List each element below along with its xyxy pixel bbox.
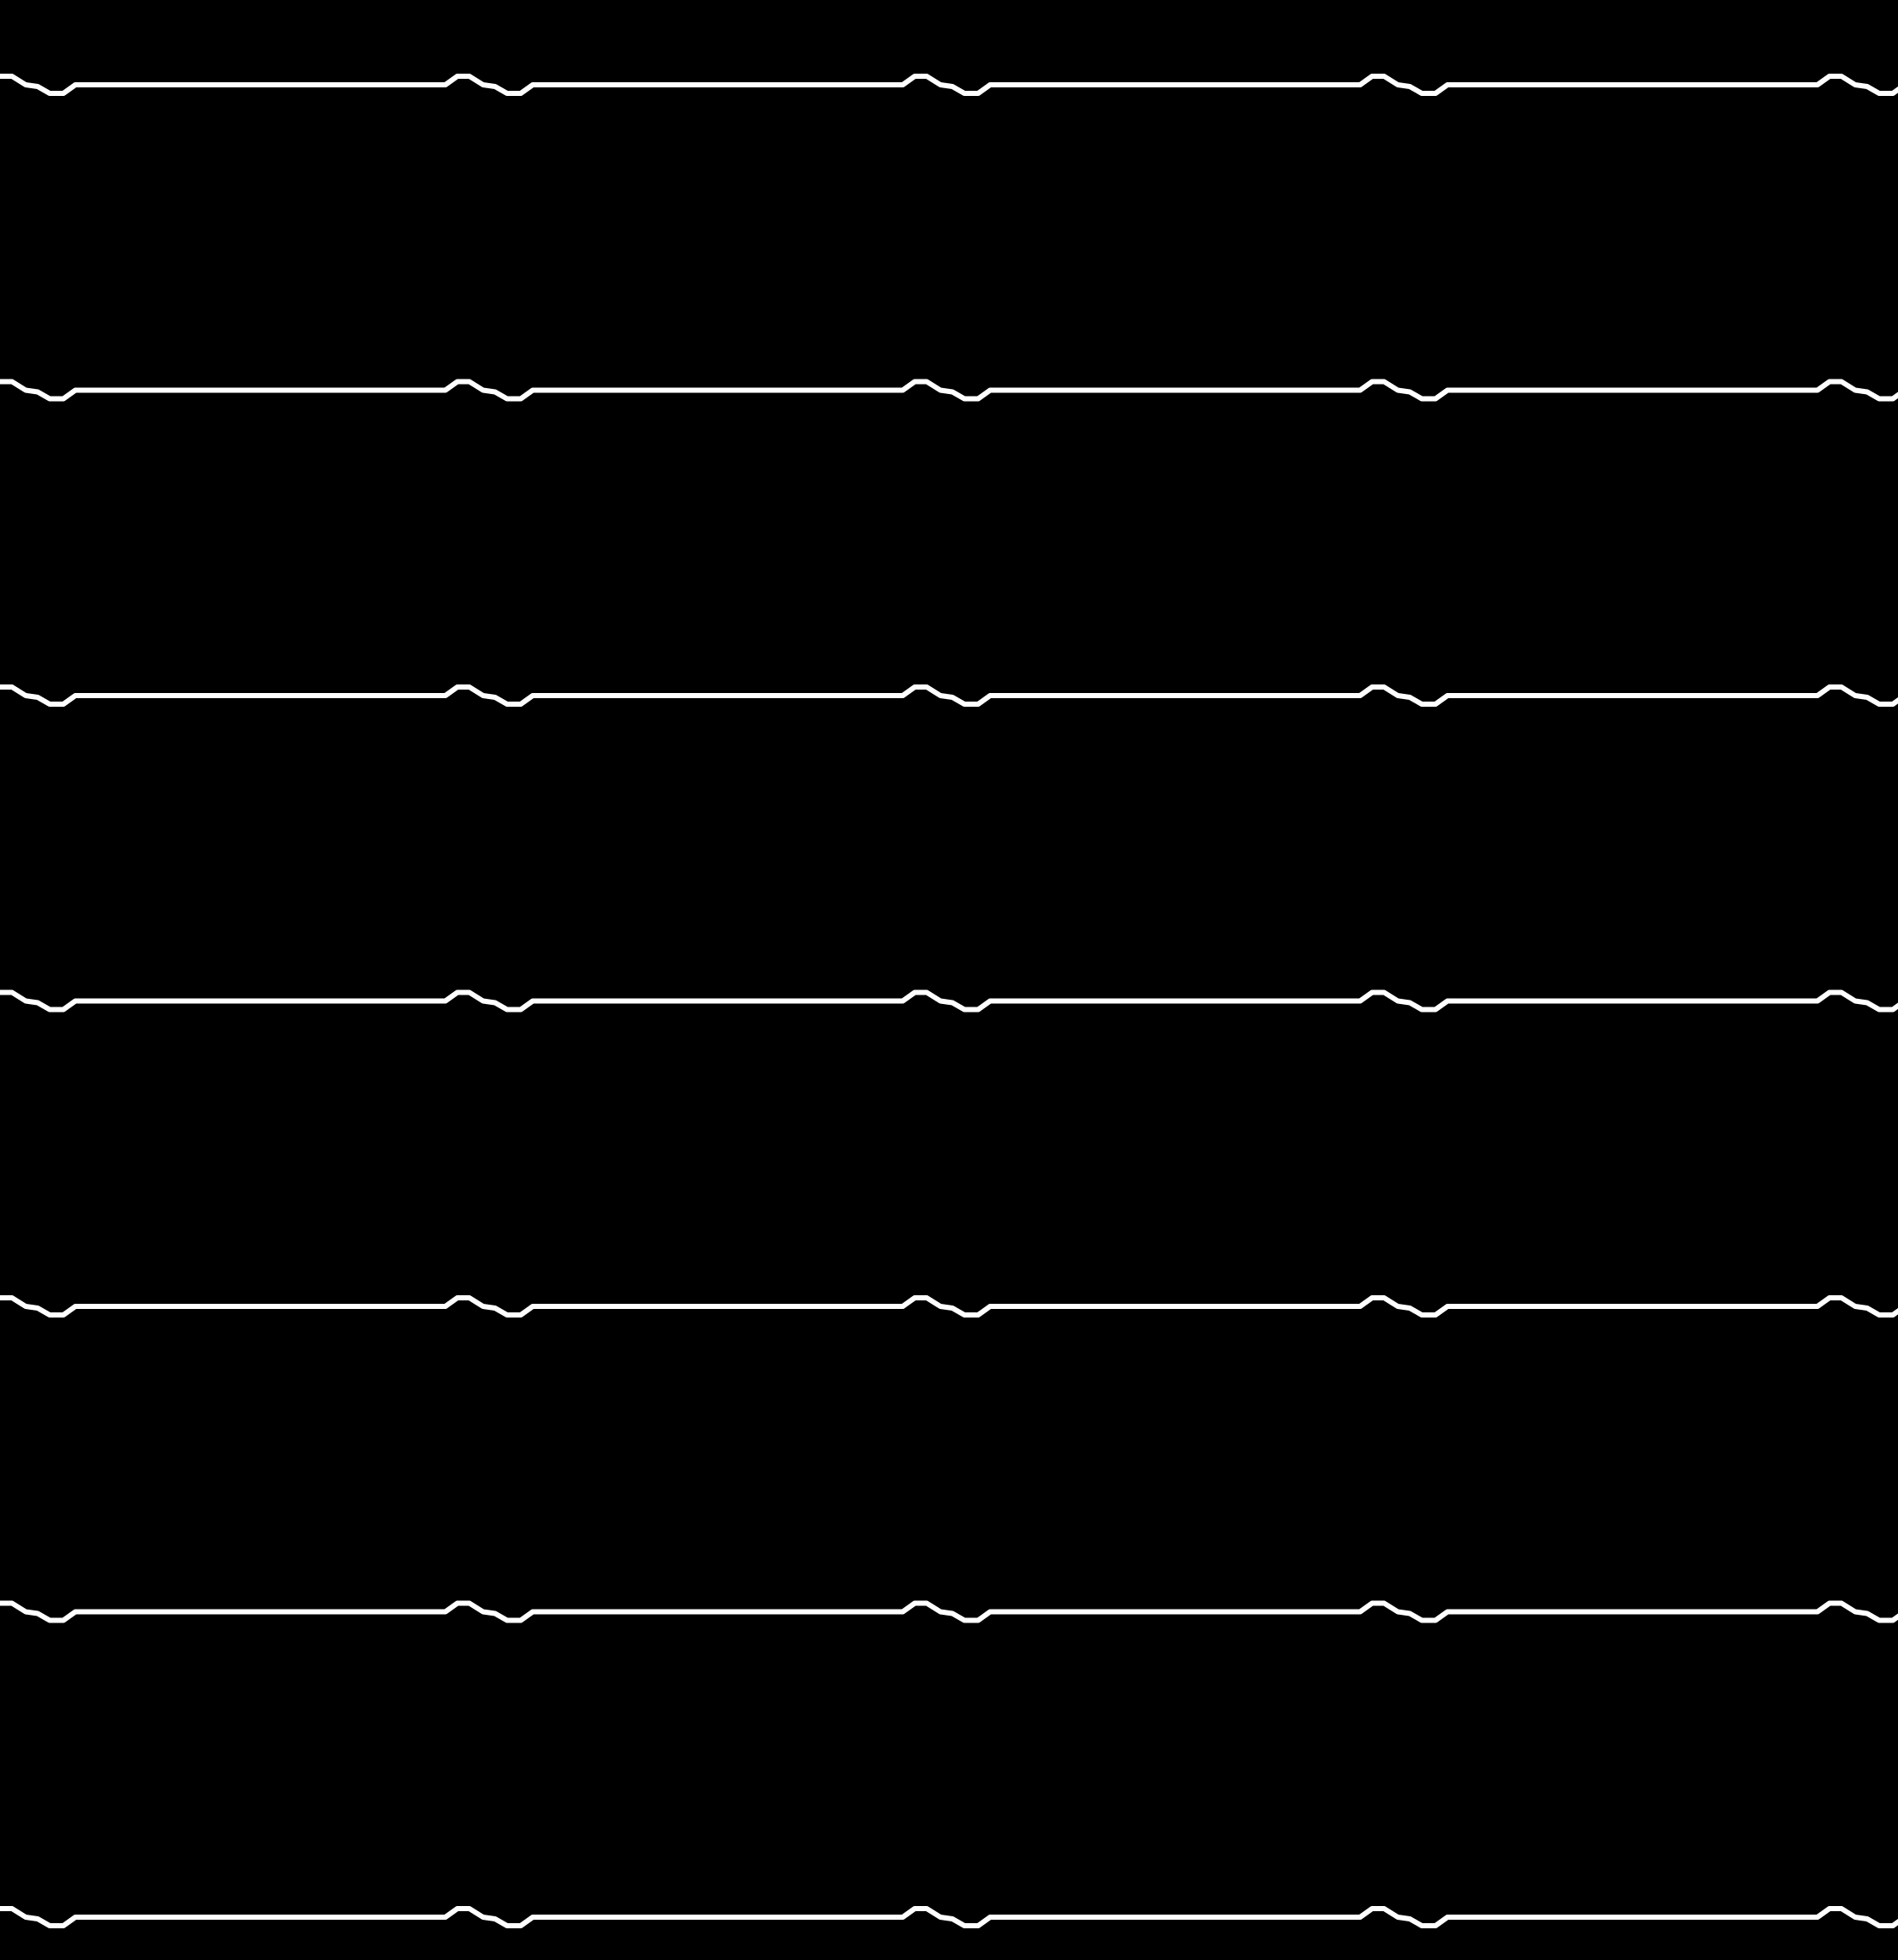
wavy-line-row	[0, 989, 1898, 1013]
wavy-line-row	[0, 74, 1898, 96]
wavy-line-row	[0, 684, 1898, 707]
wavy-line-row	[0, 1600, 1898, 1623]
wavy-line-row	[0, 1906, 1898, 1928]
wavy-line-row	[0, 379, 1898, 402]
pattern-rows	[0, 74, 1898, 1928]
wavy-line-row	[0, 1295, 1898, 1318]
